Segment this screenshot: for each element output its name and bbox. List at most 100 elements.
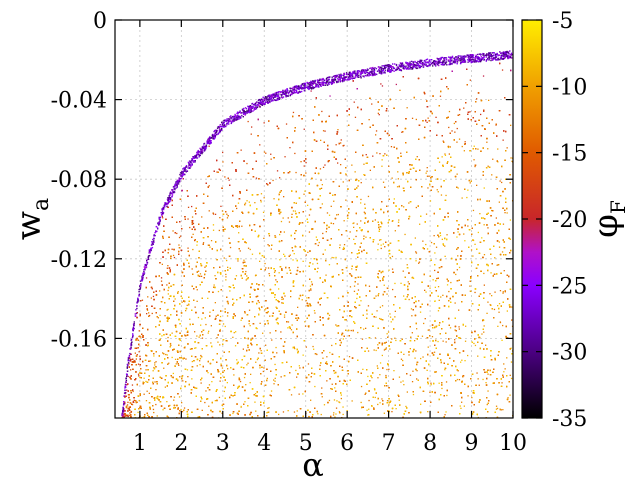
data-point: [510, 124, 512, 126]
data-point: [449, 146, 451, 148]
data-point: [197, 270, 200, 272]
data-point: [217, 290, 220, 293]
data-point: [497, 148, 499, 150]
data-point: [487, 390, 489, 392]
data-point: [356, 265, 358, 267]
data-point: [386, 293, 388, 295]
data-point: [487, 227, 489, 229]
data-point: [284, 295, 286, 297]
data-point: [343, 246, 345, 249]
data-point: [502, 291, 504, 293]
data-point: [310, 90, 312, 92]
data-point: [384, 153, 386, 155]
data-point: [243, 376, 246, 379]
data-point: [164, 315, 166, 317]
data-point: [411, 315, 413, 317]
data-point: [279, 177, 281, 179]
data-point: [239, 380, 242, 383]
data-point: [494, 257, 496, 259]
data-point: [441, 387, 443, 390]
data-point: [414, 237, 416, 239]
data-point: [425, 213, 428, 215]
data-point: [224, 308, 226, 310]
data-point: [482, 378, 484, 381]
data-point: [178, 364, 180, 366]
data-point: [244, 202, 247, 204]
data-point: [298, 393, 300, 395]
data-point: [470, 249, 473, 251]
data-point: [398, 219, 400, 221]
data-point: [357, 289, 360, 291]
data-point: [260, 201, 262, 203]
data-point: [173, 396, 176, 398]
data-point: [127, 401, 129, 403]
data-point: [367, 305, 370, 307]
data-point: [232, 412, 234, 415]
data-point: [456, 127, 458, 130]
data-point: [511, 306, 513, 308]
data-point: [321, 184, 323, 186]
data-point: [455, 273, 457, 276]
data-point: [425, 172, 427, 174]
data-point: [375, 295, 377, 297]
data-point: [340, 397, 342, 400]
data-point: [195, 347, 197, 349]
data-point: [342, 413, 344, 416]
data-point: [227, 266, 229, 268]
data-point: [334, 416, 336, 418]
data-point: [173, 256, 176, 259]
data-point: [476, 372, 478, 374]
data-point: [166, 309, 168, 311]
data-point: [424, 318, 426, 320]
data-point: [464, 340, 467, 342]
data-point: [497, 325, 499, 327]
data-point: [425, 291, 427, 293]
data-point: [145, 369, 147, 371]
data-point: [400, 282, 402, 284]
data-point: [223, 370, 225, 372]
data-point: [390, 321, 392, 323]
data-point: [336, 214, 338, 216]
data-point: [458, 114, 461, 116]
data-point: [319, 168, 322, 170]
data-point: [415, 252, 418, 254]
data-point: [322, 357, 324, 359]
data-point: [381, 354, 383, 357]
data-point: [210, 240, 213, 242]
data-point: [382, 181, 385, 183]
data-point: [483, 272, 485, 275]
data-point: [377, 112, 379, 114]
data-point: [183, 407, 186, 409]
data-point: [441, 156, 443, 158]
data-point: [380, 244, 382, 246]
data-point: [173, 399, 175, 401]
data-point: [153, 411, 155, 414]
data-point: [499, 321, 502, 324]
data-point: [495, 408, 498, 410]
data-point: [305, 299, 307, 302]
data-point: [191, 220, 193, 222]
data-point: [187, 206, 190, 208]
data-point: [469, 285, 471, 287]
data-point: [129, 360, 132, 362]
data-point: [174, 407, 176, 409]
data-point: [130, 369, 132, 371]
data-point: [363, 163, 365, 165]
data-point: [181, 376, 183, 378]
data-point: [444, 245, 446, 247]
data-point: [377, 403, 379, 406]
data-point: [178, 396, 181, 398]
data-point: [336, 400, 338, 402]
data-point: [189, 226, 191, 229]
data-point: [201, 337, 204, 339]
data-point: [265, 308, 267, 310]
data-point: [155, 361, 157, 363]
data-point: [483, 187, 485, 189]
data-point: [412, 370, 414, 372]
data-point: [240, 319, 242, 321]
data-point: [465, 325, 467, 327]
data-point: [145, 380, 147, 383]
data-point: [374, 396, 376, 399]
data-point: [260, 199, 262, 202]
data-point: [259, 367, 261, 369]
